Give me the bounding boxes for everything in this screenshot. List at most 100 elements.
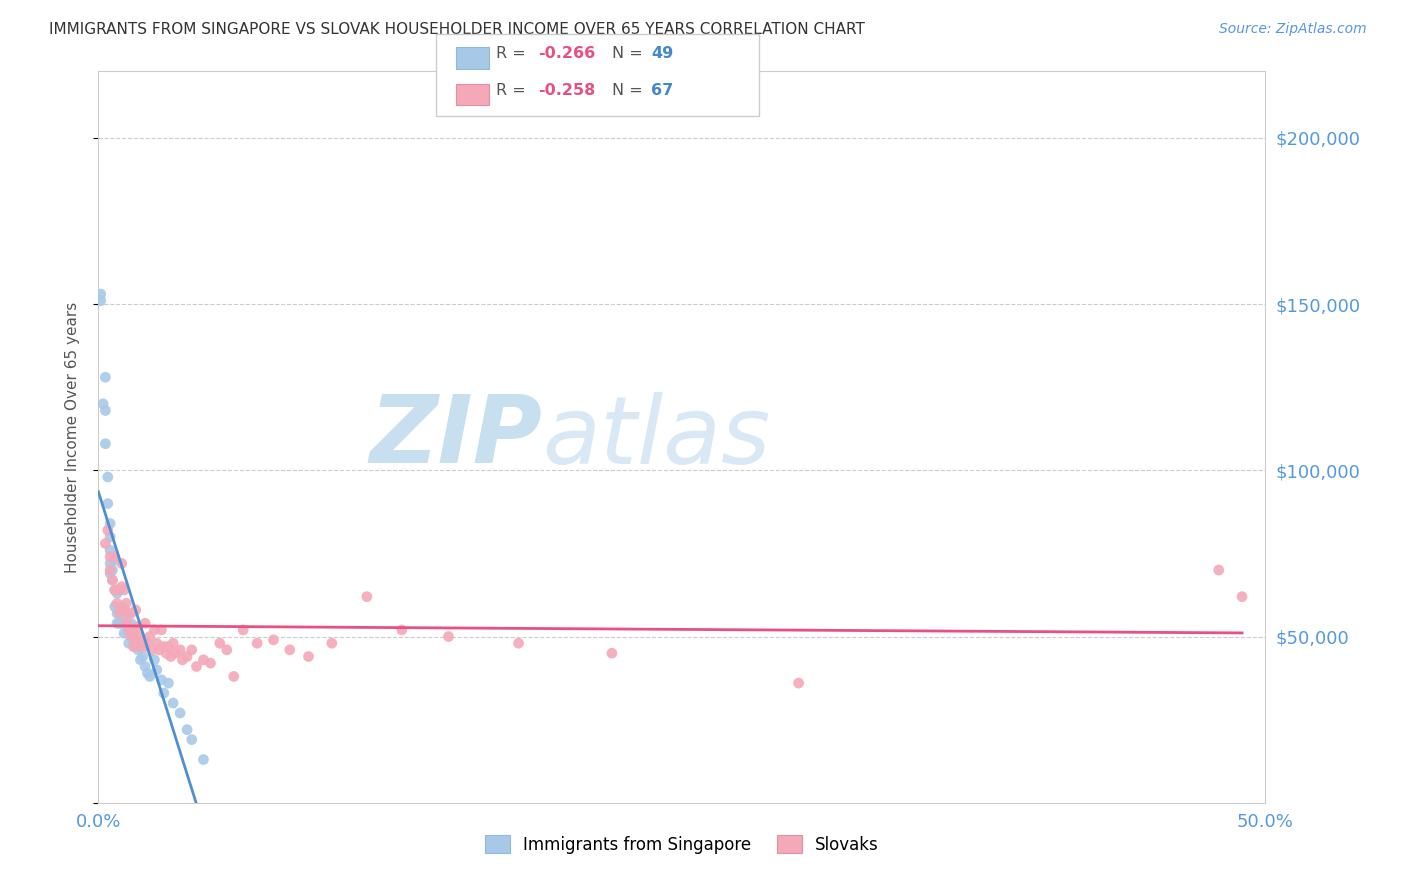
Text: N =: N = — [612, 83, 648, 97]
Point — [356, 590, 378, 604]
Point — [98, 543, 121, 558]
Point — [111, 557, 134, 571]
Text: -0.266: -0.266 — [538, 46, 596, 61]
Point — [105, 596, 128, 610]
Point — [246, 636, 269, 650]
Point — [391, 623, 413, 637]
Point — [127, 619, 149, 633]
Point — [105, 607, 128, 621]
Point — [165, 646, 187, 660]
Point — [129, 630, 152, 644]
Point — [118, 626, 141, 640]
Point — [150, 623, 173, 637]
Point — [122, 623, 145, 637]
Point — [105, 586, 128, 600]
Point — [200, 656, 222, 670]
Point — [1230, 590, 1253, 604]
Point — [105, 616, 128, 631]
Point — [104, 582, 127, 597]
Point — [112, 582, 135, 597]
Point — [105, 582, 128, 597]
Text: ZIP: ZIP — [368, 391, 541, 483]
Point — [91, 397, 114, 411]
Point — [600, 646, 623, 660]
Point — [143, 623, 166, 637]
Point — [101, 573, 124, 587]
Point — [136, 636, 159, 650]
Text: -0.258: -0.258 — [538, 83, 596, 97]
Point — [193, 653, 215, 667]
Legend: Immigrants from Singapore, Slovaks: Immigrants from Singapore, Slovaks — [478, 829, 886, 860]
Point — [146, 663, 169, 677]
Point — [222, 669, 245, 683]
Point — [118, 623, 141, 637]
Point — [115, 616, 138, 631]
Text: atlas: atlas — [541, 392, 770, 483]
Point — [180, 643, 202, 657]
Point — [148, 643, 170, 657]
Point — [132, 649, 155, 664]
Point — [94, 370, 117, 384]
Point — [136, 666, 159, 681]
Point — [159, 649, 181, 664]
Point — [176, 723, 198, 737]
Point — [112, 626, 135, 640]
Point — [90, 293, 112, 308]
Point — [172, 653, 194, 667]
Point — [101, 573, 124, 587]
Text: 67: 67 — [651, 83, 673, 97]
Point — [139, 630, 162, 644]
Point — [94, 536, 117, 550]
Point — [787, 676, 810, 690]
Point — [111, 616, 134, 631]
Point — [162, 696, 184, 710]
Point — [176, 649, 198, 664]
Point — [508, 636, 530, 650]
Point — [97, 523, 120, 537]
Point — [134, 640, 156, 654]
Point — [1208, 563, 1230, 577]
Point — [98, 566, 121, 581]
Point — [115, 616, 138, 631]
Point — [141, 643, 163, 657]
Point — [152, 686, 174, 700]
Point — [208, 636, 231, 650]
Y-axis label: Householder Income Over 65 years: Householder Income Over 65 years — [65, 301, 80, 573]
Point — [127, 643, 149, 657]
Point — [98, 516, 121, 531]
Point — [157, 676, 180, 690]
Point — [125, 630, 148, 644]
Point — [108, 607, 131, 621]
Point — [321, 636, 343, 650]
Point — [157, 640, 180, 654]
Point — [129, 653, 152, 667]
Point — [122, 640, 145, 654]
Point — [98, 549, 121, 564]
Point — [97, 470, 120, 484]
Point — [112, 603, 135, 617]
Point — [90, 287, 112, 301]
Point — [115, 596, 138, 610]
Text: N =: N = — [612, 46, 648, 61]
Point — [139, 669, 162, 683]
Point — [111, 599, 134, 614]
Text: IMMIGRANTS FROM SINGAPORE VS SLOVAK HOUSEHOLDER INCOME OVER 65 YEARS CORRELATION: IMMIGRANTS FROM SINGAPORE VS SLOVAK HOUS… — [49, 22, 865, 37]
Point — [215, 643, 238, 657]
Point — [193, 753, 215, 767]
Point — [104, 549, 127, 564]
Point — [169, 643, 191, 657]
Point — [120, 616, 142, 631]
Point — [108, 616, 131, 631]
Point — [152, 640, 174, 654]
Text: R =: R = — [496, 46, 531, 61]
Point — [146, 636, 169, 650]
Point — [122, 632, 145, 647]
Point — [98, 557, 121, 571]
Point — [101, 563, 124, 577]
Point — [120, 630, 142, 644]
Point — [180, 732, 202, 747]
Point — [112, 607, 135, 621]
Point — [118, 636, 141, 650]
Point — [297, 649, 319, 664]
Point — [278, 643, 301, 657]
